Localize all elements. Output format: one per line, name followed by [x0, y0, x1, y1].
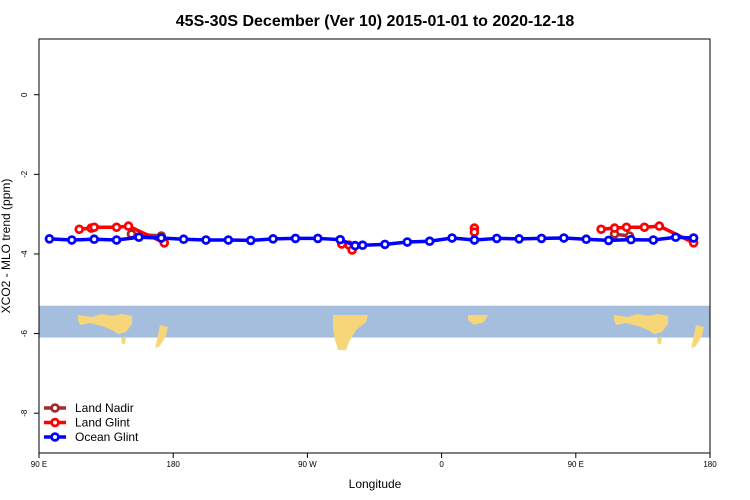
- legend-marker-land-glint: [50, 417, 60, 428]
- data-point-ocean-glint: [447, 233, 457, 243]
- x-tick-label: 90 E: [568, 460, 584, 469]
- data-point-land-glint: [469, 227, 480, 237]
- x-tick-label: 180: [703, 460, 717, 469]
- data-point-ocean-glint: [89, 234, 99, 245]
- legend-label-land-glint: Land Glint: [75, 416, 130, 430]
- plot-frame: [38, 38, 711, 454]
- map-land-australia-2: [614, 314, 668, 334]
- data-point-ocean-glint: [335, 234, 346, 245]
- data-point-ocean-glint: [559, 233, 569, 243]
- chart-title: 45S-30S December (Ver 10) 2015-01-01 to …: [176, 13, 575, 30]
- x-tick-label: 0: [439, 460, 444, 469]
- data-point-ocean-glint: [648, 235, 659, 245]
- data-point-ocean-glint: [424, 236, 435, 247]
- data-point-ocean-glint: [536, 233, 547, 244]
- data-point-ocean-glint: [380, 239, 390, 250]
- map-land-australia: [78, 314, 132, 334]
- y-tick-label: -8: [20, 409, 29, 417]
- data-point-ocean-glint: [290, 233, 301, 244]
- data-point-land-glint: [123, 221, 134, 231]
- data-point-ocean-glint: [626, 234, 636, 245]
- data-point-ocean-glint: [245, 235, 256, 246]
- y-tick-label: -2: [20, 170, 29, 178]
- data-point-ocean-glint: [603, 235, 614, 246]
- data-point-ocean-glint: [514, 234, 524, 244]
- data-point-land-glint: [654, 221, 665, 231]
- data-point-ocean-glint: [201, 235, 211, 245]
- legend-label-ocean-glint: Ocean Glint: [75, 430, 139, 444]
- data-point-ocean-glint: [688, 233, 699, 243]
- data-point-ocean-glint: [178, 234, 189, 245]
- legend-marker-ocean-glint: [50, 432, 60, 442]
- map-land-africa: [468, 315, 488, 325]
- x-tick-label: 90 E: [31, 460, 47, 469]
- data-point-land-glint: [89, 222, 99, 233]
- x-axis-label: Longitude: [349, 477, 402, 491]
- data-point-ocean-glint: [350, 240, 360, 251]
- data-point-ocean-glint: [402, 237, 413, 247]
- data-point-ocean-glint: [357, 240, 368, 251]
- map-ocean: [39, 305, 710, 338]
- world-map-band: [39, 305, 710, 350]
- map-land-south-america: [333, 315, 368, 350]
- data-point-ocean-glint: [67, 235, 77, 245]
- map-land-new-zealand-2: [691, 325, 704, 348]
- y-axis-label: XCO2 - MLO trend (ppm): [0, 179, 13, 314]
- x-axis: 90 E 180 90 W 0 90 E 180: [31, 453, 717, 469]
- data-point-ocean-glint: [469, 235, 480, 245]
- data-point-ocean-glint: [156, 233, 167, 243]
- y-tick-label: 0: [20, 92, 29, 97]
- data-point-ocean-glint: [268, 234, 278, 244]
- y-tick-label: -6: [20, 329, 29, 337]
- map-land-tasmania-2: [657, 337, 662, 344]
- data-point-land-glint: [639, 222, 650, 233]
- legend-label-land-nadir: Land Nadir: [75, 401, 134, 415]
- y-axis: 0 -2 -4 -6 -8: [20, 92, 39, 417]
- data-point-land-glint: [74, 224, 85, 235]
- data-point-ocean-glint: [491, 233, 502, 244]
- data-point-ocean-glint: [581, 234, 592, 245]
- x-tick-label: 180: [167, 460, 181, 469]
- data-point-ocean-glint: [670, 232, 681, 243]
- data-point-ocean-glint: [313, 233, 323, 244]
- data-point-ocean-glint: [134, 232, 144, 243]
- y-tick-label: -4: [20, 250, 29, 258]
- data-point-ocean-glint: [111, 235, 122, 245]
- data-point-land-glint: [609, 223, 620, 233]
- data-point-ocean-glint: [223, 235, 234, 245]
- map-land-new-zealand: [155, 325, 168, 348]
- data-point-land-glint: [621, 222, 632, 233]
- data-point-land-glint: [111, 222, 122, 233]
- legend-marker-land-nadir: [50, 403, 60, 413]
- series-line-ocean-glint: [49, 235, 694, 248]
- data-point-land-glint: [596, 224, 606, 235]
- data-point-ocean-glint: [44, 234, 55, 244]
- map-land-tasmania: [121, 337, 126, 344]
- x-tick-label: 90 W: [298, 460, 317, 469]
- data-series: [44, 221, 699, 255]
